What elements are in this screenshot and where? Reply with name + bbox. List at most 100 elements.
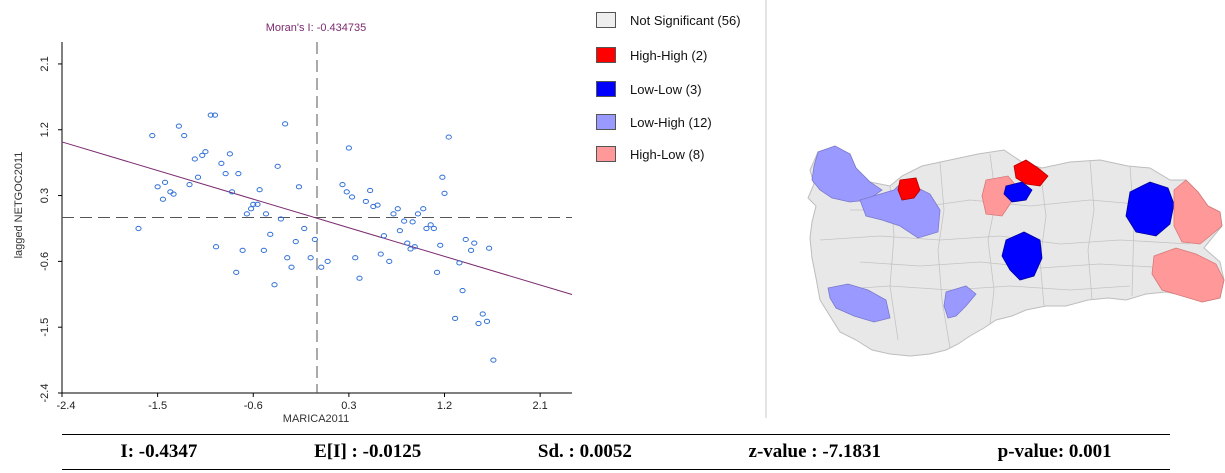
data-point — [414, 211, 422, 217]
data-point — [191, 156, 198, 162]
data-point — [374, 202, 381, 208]
y-ticks: -2.4 -1.5 -0.6 0.3 1.2 2.1 — [39, 56, 62, 402]
data-point — [390, 211, 397, 217]
legend-item-not-significant: Not Significant (56) — [596, 10, 741, 30]
data-point — [228, 189, 236, 195]
data-point — [239, 247, 246, 254]
legend-swatch-low-low — [596, 81, 616, 97]
y-tick-label: 1.2 — [39, 122, 51, 137]
chart-title: Moran's I: -0.434735 — [266, 22, 367, 34]
x-tick-label: 0.3 — [341, 400, 356, 412]
stat-z-value: z-value : -7.1831 — [748, 441, 881, 462]
data-point — [486, 245, 493, 251]
data-point — [277, 216, 284, 222]
data-point — [490, 357, 497, 363]
data-point — [311, 236, 318, 243]
data-point — [271, 282, 278, 288]
data-point — [211, 112, 219, 118]
data-point — [254, 201, 261, 207]
y-tick-label: -1.5 — [39, 318, 51, 337]
legend-swatch-high-low — [596, 146, 616, 162]
data-point — [380, 233, 388, 239]
map-region-high-high-central — [1013, 159, 1049, 187]
data-point — [452, 315, 459, 322]
data-point — [339, 181, 346, 188]
data-point — [274, 163, 281, 169]
data-point — [292, 239, 299, 245]
data-point — [367, 187, 374, 194]
stat-p-value: p-value: 0.001 — [997, 441, 1112, 462]
data-point — [161, 179, 169, 185]
data-point — [207, 112, 214, 118]
map-region-low-high-aegean — [827, 283, 891, 323]
data-point — [181, 133, 188, 139]
data-point — [222, 171, 229, 177]
data-point — [348, 194, 356, 200]
legend-label-low-high: Low-High (12) — [630, 114, 712, 130]
data-point — [324, 258, 331, 264]
data-point — [423, 225, 430, 232]
data-point — [479, 311, 486, 317]
legend-label-not-significant: Not Significant (56) — [630, 12, 741, 28]
data-point — [194, 174, 202, 180]
data-point — [401, 218, 408, 224]
data-point — [235, 171, 242, 177]
stat-expected-i: E[I] : -0.0125 — [314, 441, 422, 462]
data-point — [218, 160, 225, 166]
x-tick-label: -1.5 — [148, 400, 167, 412]
data-point — [243, 211, 250, 217]
data-point — [233, 269, 240, 275]
data-point — [256, 187, 263, 193]
data-point — [433, 269, 441, 275]
data-point — [386, 258, 393, 264]
data-point — [459, 288, 466, 294]
data-point — [475, 320, 482, 327]
data-point — [411, 244, 418, 250]
data-point — [212, 244, 220, 250]
stat-standard-deviation: Sd. : 0.0052 — [537, 441, 632, 462]
legend-swatch-high-high — [596, 47, 616, 63]
map-region-low-low-central — [1001, 231, 1043, 281]
y-tick-label: -0.6 — [39, 252, 51, 271]
data-point — [135, 225, 142, 232]
moran-scatter-plot: Moran's I: -0.434735 -2.4 -1.5 -0.6 0.3 1.2 2… — [13, 22, 573, 425]
data-point — [248, 206, 255, 212]
data-point — [362, 198, 369, 205]
data-point — [307, 255, 314, 261]
data-point — [154, 184, 161, 190]
data-point — [471, 240, 478, 246]
stat-moran-i: I: -0.4347 — [120, 441, 198, 462]
data-point — [170, 191, 177, 197]
data-point — [267, 231, 274, 237]
legend-label-low-low: Low-Low (3) — [630, 81, 702, 97]
legend-label-high-low: High-Low (8) — [630, 146, 705, 162]
y-axis-label: lagged NETGOC2011 — [13, 152, 25, 259]
y-tick-label: 2.1 — [39, 56, 51, 71]
data-point — [318, 264, 325, 270]
map-region-low-low-east — [1125, 181, 1175, 237]
data-point — [301, 225, 308, 232]
data-point — [483, 318, 491, 324]
data-point — [427, 222, 434, 228]
data-point — [456, 260, 463, 266]
legend-label-high-high: High-High (2) — [630, 47, 708, 63]
data-point — [345, 145, 352, 151]
data-point — [149, 133, 156, 139]
moran-statistics-bar: I: -0.4347 E[I] : -0.0125 Sd. : 0.0052 z… — [62, 434, 1170, 470]
x-tick-label: -0.6 — [244, 400, 263, 412]
data-point — [462, 236, 469, 243]
data-point — [186, 181, 193, 188]
x-tick-label: -2.4 — [57, 400, 76, 412]
data-point — [356, 275, 363, 281]
data-point — [175, 123, 182, 129]
data-point — [445, 134, 452, 140]
data-point — [437, 242, 444, 248]
x-tick-label: 2.1 — [532, 400, 547, 412]
data-point — [441, 190, 448, 196]
map-region-low-low-blacksea — [1003, 181, 1033, 203]
data-point — [262, 211, 270, 217]
data-point — [282, 121, 289, 127]
lisa-cluster-map — [807, 145, 1225, 357]
panel-divider — [765, 0, 767, 418]
data-point — [420, 206, 427, 212]
